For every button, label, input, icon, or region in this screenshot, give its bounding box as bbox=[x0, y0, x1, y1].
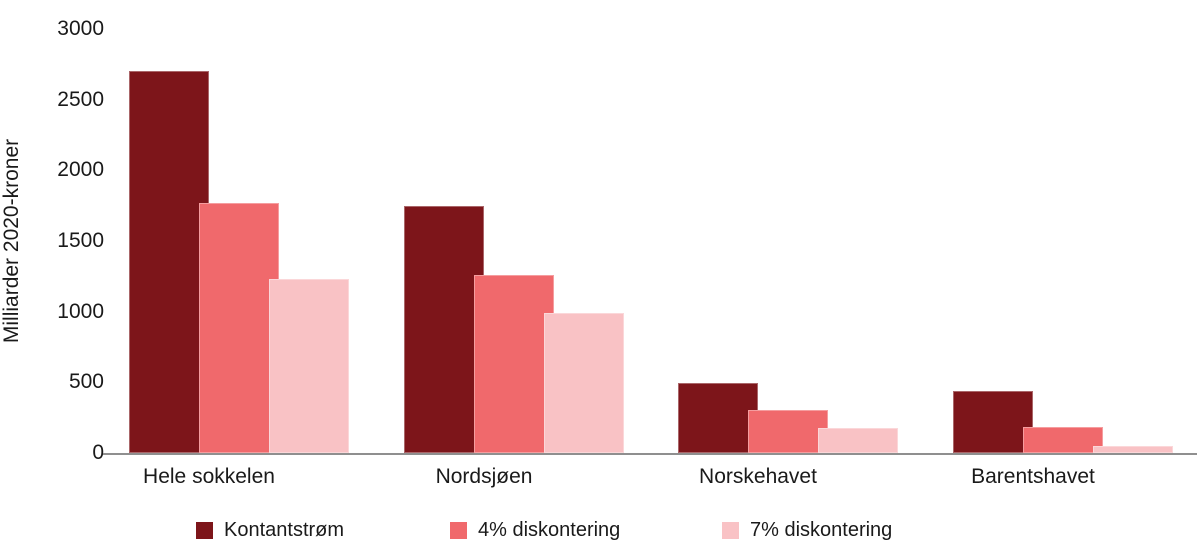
y-tick-label: 1500 bbox=[57, 229, 104, 252]
y-tick-label: 3000 bbox=[57, 17, 104, 40]
legend-label: Kontantstrøm bbox=[224, 518, 345, 541]
y-tick-label: 500 bbox=[68, 370, 104, 394]
legend-label: 7% diskontering bbox=[750, 518, 893, 541]
x-category-label: Barentshavet bbox=[971, 465, 1095, 488]
bar-2-2 bbox=[474, 274, 554, 453]
legend-swatch-icon bbox=[196, 521, 213, 539]
y-tick-label: 0 bbox=[92, 441, 104, 464]
legend-label: 4% diskontering bbox=[478, 518, 621, 541]
bar-2-3 bbox=[544, 313, 624, 453]
bar-4-2 bbox=[1023, 426, 1103, 453]
legend-item: 7% diskontering bbox=[722, 517, 892, 543]
x-axis-line bbox=[103, 453, 1197, 455]
x-category-label: Norskehavet bbox=[699, 465, 817, 488]
bar-3-1 bbox=[678, 383, 758, 453]
bar-3-3 bbox=[818, 427, 898, 453]
y-tick-label: 1000 bbox=[57, 299, 104, 323]
legend-swatch-icon bbox=[722, 521, 739, 539]
legend-swatch-icon bbox=[450, 521, 467, 539]
bar-4-1 bbox=[953, 390, 1033, 453]
bar-1-2 bbox=[199, 202, 279, 453]
y-tick-label: 2500 bbox=[57, 87, 104, 111]
bar-2-1 bbox=[404, 205, 484, 453]
y-tick-label: 2000 bbox=[57, 158, 104, 182]
x-category-label: Nordsjøen bbox=[435, 465, 533, 488]
legend-item: Kontantstrøm bbox=[196, 517, 344, 543]
bar-1-3 bbox=[269, 279, 349, 453]
legend-item: 4% diskontering bbox=[450, 517, 620, 543]
bar-4-3 bbox=[1093, 445, 1173, 453]
bar-1-1 bbox=[129, 71, 209, 453]
bar-3-2 bbox=[748, 409, 828, 453]
x-category-label: Hele sokkelen bbox=[143, 465, 275, 488]
